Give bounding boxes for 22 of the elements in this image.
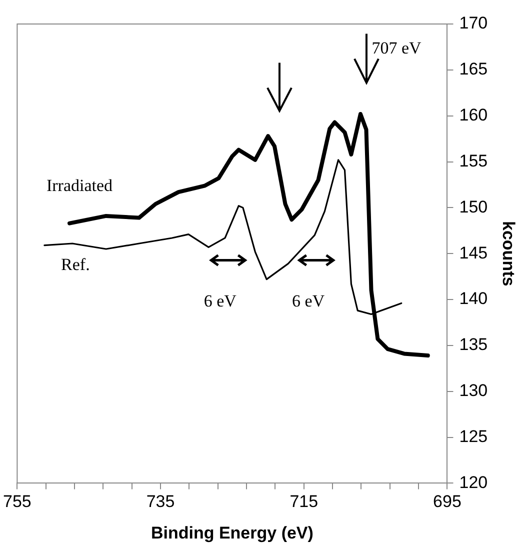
y-tick-label: 130 [459, 381, 488, 400]
y-tick-label: 140 [459, 289, 488, 308]
y-tick-label: 165 [459, 60, 488, 79]
y-tick-label: 170 [459, 14, 488, 33]
x-tick-label: 715 [290, 492, 318, 512]
y-tick-label: 160 [459, 106, 488, 125]
y-tick-label: 145 [459, 243, 488, 262]
annotation: 6 eV [204, 292, 238, 311]
y-tick-label: 150 [459, 197, 488, 216]
annotation: 707 eV [372, 38, 422, 58]
y-tick-label: 125 [459, 426, 488, 446]
x-axis-title: Binding Energy (eV) [150, 523, 314, 542]
y-axis-title: kcounts [499, 221, 518, 286]
x-tick-label: 735 [146, 492, 175, 512]
y-tick-label: 155 [459, 151, 488, 170]
x-tick-label: 695 [433, 492, 462, 512]
series-label: Irradiated [46, 176, 114, 195]
x-tick-label: 755 [2, 492, 32, 512]
y-tick-label: 135 [459, 335, 488, 354]
annotation: 6 eV [292, 292, 326, 311]
series-label: Ref. [61, 254, 90, 274]
y-tick-label: 120 [459, 472, 488, 492]
